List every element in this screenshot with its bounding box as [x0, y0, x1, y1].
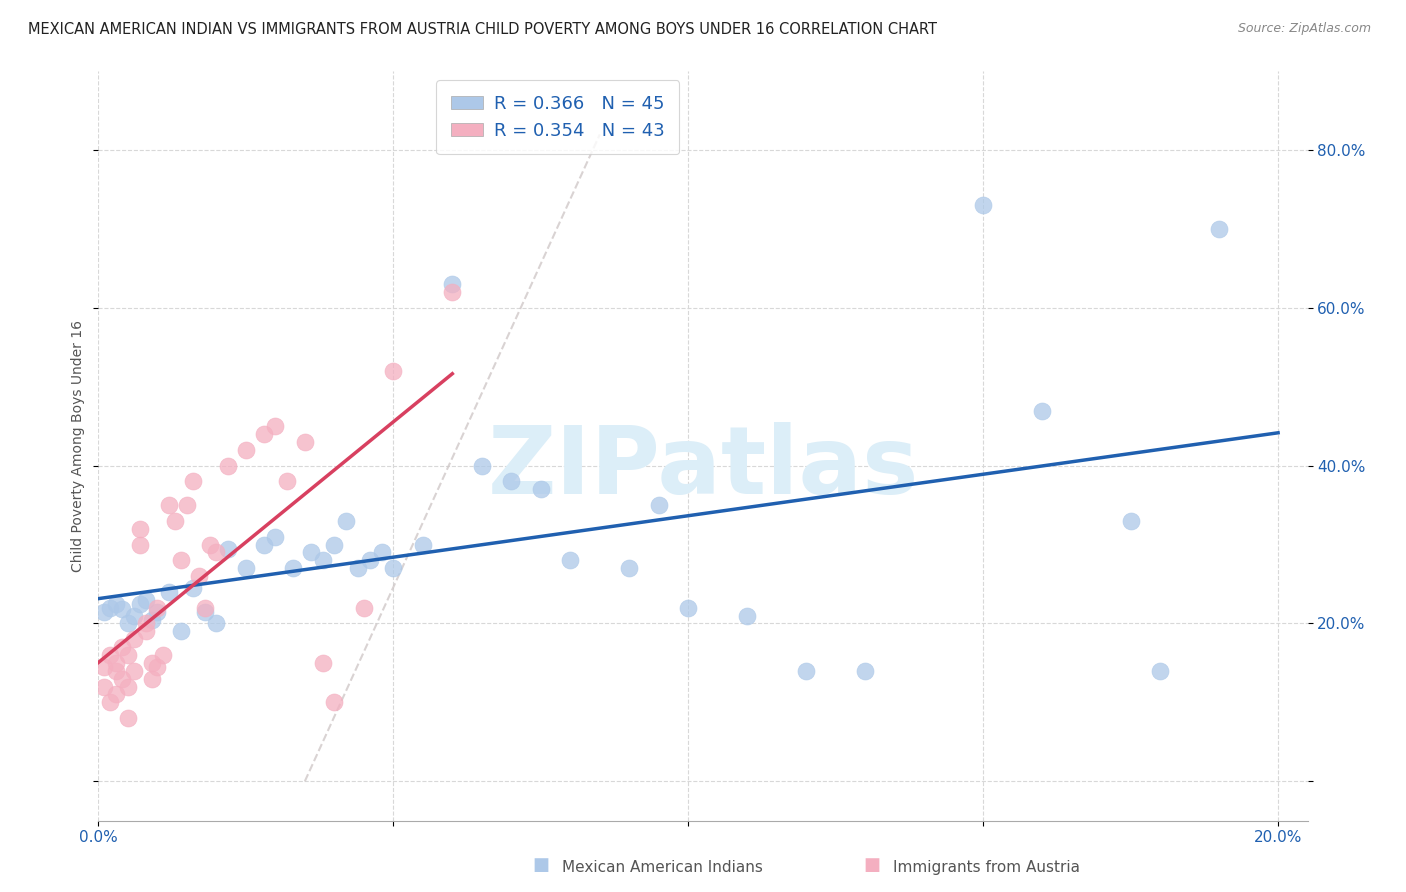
Point — [1031, 403, 1053, 417]
Point — [441, 285, 464, 300]
Point — [235, 561, 257, 575]
Point — [165, 514, 187, 528]
Point — [1208, 222, 1230, 236]
Point — [359, 553, 381, 567]
Point — [122, 664, 145, 678]
Point — [217, 541, 239, 556]
Point — [217, 458, 239, 473]
Point — [176, 498, 198, 512]
Point — [294, 435, 316, 450]
Point — [187, 569, 209, 583]
Point — [281, 561, 304, 575]
Text: Mexican American Indians: Mexican American Indians — [562, 861, 763, 875]
Text: ZIPatlas: ZIPatlas — [488, 423, 918, 515]
Point — [117, 680, 139, 694]
Point — [370, 545, 392, 559]
Point — [678, 600, 700, 615]
Y-axis label: Child Poverty Among Boys Under 16: Child Poverty Among Boys Under 16 — [72, 320, 86, 572]
Point — [205, 545, 228, 559]
Legend: R = 0.366   N = 45, R = 0.354   N = 43: R = 0.366 N = 45, R = 0.354 N = 43 — [436, 80, 679, 154]
Point — [146, 660, 169, 674]
Point — [323, 538, 346, 552]
Point — [501, 475, 523, 489]
Point — [93, 680, 115, 694]
Point — [335, 514, 357, 528]
Point — [200, 538, 222, 552]
Point — [648, 498, 671, 512]
Point — [98, 600, 121, 615]
Point — [170, 624, 193, 639]
Point — [471, 458, 494, 473]
Point — [128, 522, 150, 536]
Point — [117, 616, 139, 631]
Point — [560, 553, 582, 567]
Point — [235, 442, 257, 457]
Point — [98, 695, 121, 709]
Point — [1119, 514, 1142, 528]
Point — [323, 695, 346, 709]
Point — [181, 581, 204, 595]
Point — [264, 419, 287, 434]
Point — [93, 605, 115, 619]
Point — [93, 660, 115, 674]
Point — [128, 538, 150, 552]
Point — [205, 616, 228, 631]
Point — [972, 198, 994, 212]
Point — [135, 592, 157, 607]
Point — [382, 561, 405, 575]
Point — [311, 553, 333, 567]
Point — [252, 427, 274, 442]
Point — [122, 608, 145, 623]
Point — [530, 483, 553, 497]
Point — [264, 530, 287, 544]
Point — [353, 600, 375, 615]
Point — [105, 664, 128, 678]
Point — [135, 616, 157, 631]
Point — [122, 632, 145, 647]
Point — [146, 605, 169, 619]
Point — [128, 597, 150, 611]
Point — [1149, 664, 1171, 678]
Point — [299, 545, 322, 559]
Point — [117, 648, 139, 662]
Point — [157, 498, 180, 512]
Point — [194, 600, 217, 615]
Point — [853, 664, 876, 678]
Point — [111, 672, 134, 686]
Point — [141, 672, 163, 686]
Point — [311, 656, 333, 670]
Point — [141, 613, 163, 627]
Text: Source: ZipAtlas.com: Source: ZipAtlas.com — [1237, 22, 1371, 36]
Point — [141, 656, 163, 670]
Point — [382, 364, 405, 378]
Point — [146, 600, 169, 615]
Point — [619, 561, 641, 575]
Text: Immigrants from Austria: Immigrants from Austria — [893, 861, 1080, 875]
Point — [157, 585, 180, 599]
Point — [170, 553, 193, 567]
Point — [412, 538, 434, 552]
Text: MEXICAN AMERICAN INDIAN VS IMMIGRANTS FROM AUSTRIA CHILD POVERTY AMONG BOYS UNDE: MEXICAN AMERICAN INDIAN VS IMMIGRANTS FR… — [28, 22, 938, 37]
Point — [276, 475, 298, 489]
Point — [441, 277, 464, 292]
Point — [98, 648, 121, 662]
Point — [181, 475, 204, 489]
Point — [252, 538, 274, 552]
Text: ■: ■ — [863, 855, 880, 873]
Point — [347, 561, 370, 575]
Point — [194, 605, 217, 619]
Point — [105, 688, 128, 702]
Point — [117, 711, 139, 725]
Point — [105, 597, 128, 611]
Text: ■: ■ — [533, 855, 550, 873]
Point — [135, 624, 157, 639]
Point — [111, 602, 134, 616]
Point — [735, 608, 758, 623]
Point — [105, 656, 128, 670]
Point — [794, 664, 817, 678]
Point — [152, 648, 174, 662]
Point — [111, 640, 134, 654]
